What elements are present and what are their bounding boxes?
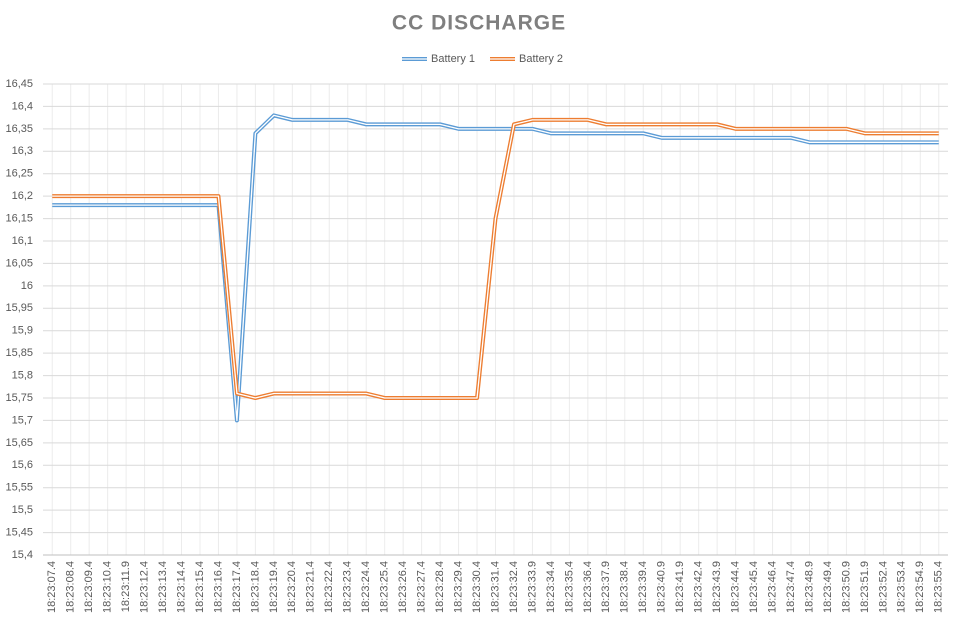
x-tick-label: 18:23:48.9	[803, 561, 815, 613]
y-tick-label: 16,2	[12, 190, 33, 202]
y-tick-label: 16,35	[5, 123, 33, 135]
x-tick-label: 18:23:11.9	[120, 561, 132, 612]
x-tick-label: 18:23:28.4	[434, 561, 446, 613]
x-tick-label: 18:23:08.4	[65, 561, 77, 613]
x-tick-label: 18:23:52.4	[877, 561, 889, 613]
x-tick-label: 18:23:44.4	[730, 561, 742, 613]
x-tick-label: 18:23:20.4	[286, 561, 298, 613]
x-tick-label: 18:23:37.9	[600, 561, 612, 613]
y-tick-label: 15,75	[5, 392, 33, 404]
y-tick-label: 16,25	[5, 168, 33, 180]
x-tick-label: 18:23:50.9	[840, 561, 852, 613]
y-tick-label: 16,3	[12, 145, 33, 157]
x-tick-label: 18:23:24.4	[360, 561, 372, 613]
x-tick-label: 18:23:14.4	[175, 561, 187, 613]
x-tick-label: 18:23:51.9	[859, 561, 871, 613]
y-tick-label: 15,6	[12, 459, 33, 471]
series-line-inner	[52, 114, 939, 422]
x-tick-label: 18:23:25.4	[379, 561, 391, 613]
x-tick-label: 18:23:16.4	[212, 561, 224, 613]
x-tick-label: 18:23:07.4	[46, 561, 58, 613]
x-tick-label: 18:23:42.4	[693, 561, 705, 613]
x-tick-label: 18:23:15.4	[194, 561, 206, 613]
y-tick-label: 15,85	[5, 347, 33, 359]
x-tick-label: 18:23:38.4	[619, 561, 631, 613]
x-tick-label: 18:23:41.9	[674, 561, 686, 613]
x-tick-label: 18:23:18.4	[249, 561, 261, 613]
y-tick-label: 16,15	[5, 212, 33, 224]
x-tick-label: 18:23:13.4	[157, 561, 169, 613]
x-tick-label: 18:23:17.4	[231, 561, 243, 613]
x-tick-label: 18:23:26.4	[397, 561, 409, 613]
x-tick-label: 18:23:46.4	[766, 561, 778, 613]
x-tick-label: 18:23:32.4	[508, 561, 520, 613]
x-tick-label: 18:23:33.9	[526, 561, 538, 613]
legend-label: Battery 1	[431, 53, 475, 65]
x-tick-label: 18:23:53.4	[896, 561, 908, 613]
legend-label: Battery 2	[519, 53, 563, 65]
x-tick-label: 18:23:47.4	[785, 561, 797, 613]
x-tick-label: 18:23:55.4	[933, 561, 945, 613]
x-tick-label: 18:23:54.9	[914, 561, 926, 613]
y-tick-label: 15,9	[12, 325, 33, 337]
y-tick-label: 16,05	[5, 257, 33, 269]
x-tick-label: 18:23:36.4	[582, 561, 594, 613]
x-tick-label: 18:23:45.4	[748, 561, 760, 613]
y-tick-label: 15,7	[12, 414, 33, 426]
x-tick-label: 18:23:34.4	[545, 561, 557, 613]
y-tick-label: 15,4	[12, 549, 33, 561]
x-tick-label: 18:23:39.4	[637, 561, 649, 613]
x-tick-label: 18:23:40.9	[656, 561, 668, 613]
x-tick-label: 18:23:30.4	[471, 561, 483, 613]
x-tick-label: 18:23:27.4	[416, 561, 428, 613]
x-tick-label: 18:23:49.4	[822, 561, 834, 613]
x-tick-label: 18:23:09.4	[83, 561, 95, 613]
y-tick-label: 15,5	[12, 504, 33, 516]
y-tick-label: 16,1	[12, 235, 33, 247]
x-tick-label: 18:23:22.4	[323, 561, 335, 613]
x-tick-label: 18:23:43.9	[711, 561, 723, 613]
x-tick-label: 18:23:10.4	[102, 561, 114, 613]
y-tick-label: 16	[21, 280, 33, 292]
y-tick-label: 15,8	[12, 369, 33, 381]
y-tick-label: 15,45	[5, 526, 33, 538]
y-tick-label: 16,45	[5, 78, 33, 90]
series-line-inner	[52, 119, 939, 399]
x-tick-label: 18:23:29.4	[452, 561, 464, 613]
x-tick-label: 18:23:12.4	[138, 561, 150, 613]
x-tick-label: 18:23:35.4	[563, 561, 575, 613]
x-tick-label: 18:23:19.4	[268, 561, 280, 613]
y-tick-label: 15,95	[5, 302, 33, 314]
y-tick-label: 16,4	[12, 100, 33, 112]
y-tick-label: 15,65	[5, 437, 33, 449]
y-tick-label: 15,55	[5, 482, 33, 494]
chart-title: CC DISCHARGE	[392, 12, 566, 35]
x-tick-label: 18:23:31.4	[489, 561, 501, 613]
x-tick-label: 18:23:23.4	[342, 561, 354, 613]
x-tick-label: 18:23:21.4	[305, 561, 317, 613]
